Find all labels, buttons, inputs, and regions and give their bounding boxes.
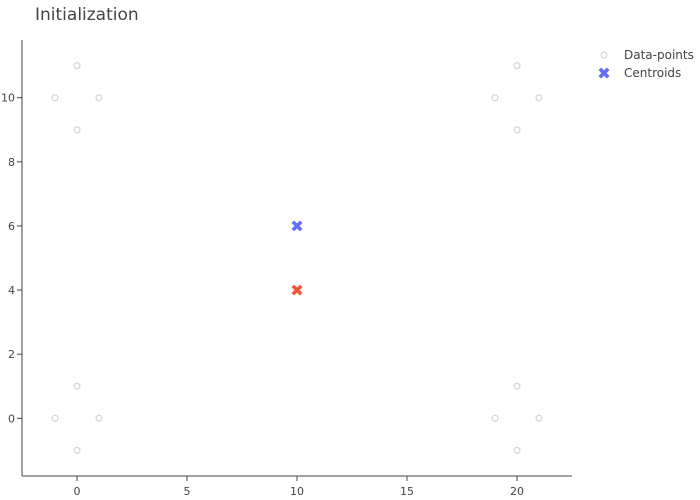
y-tick-label: 6 — [8, 220, 15, 233]
data-point[interactable] — [73, 382, 81, 390]
data-point[interactable] — [513, 446, 521, 454]
chart-title: Initialization — [35, 5, 139, 25]
data-point[interactable] — [95, 94, 103, 102]
plot-area: 0 5 10 15 20 0 2 4 6 8 10 — [1, 40, 572, 498]
centroid-marker[interactable] — [291, 284, 303, 296]
data-point[interactable] — [73, 446, 81, 454]
y-tick-label: 4 — [8, 284, 15, 297]
x-tick-label: 15 — [400, 485, 414, 498]
data-point[interactable] — [491, 414, 499, 422]
data-point[interactable] — [73, 126, 81, 134]
data-point[interactable] — [513, 382, 521, 390]
data-point[interactable] — [535, 94, 543, 102]
x-tick-label: 20 — [510, 485, 524, 498]
legend-item[interactable]: Centroids — [598, 66, 681, 80]
data-point[interactable] — [51, 94, 59, 102]
data-point[interactable] — [513, 62, 521, 70]
legend-circle-icon[interactable] — [600, 51, 608, 59]
legend[interactable]: Data-points Centroids — [598, 48, 694, 80]
centroid-marker[interactable] — [291, 220, 303, 232]
x-tick-label: 5 — [184, 485, 191, 498]
y-tick-label: 10 — [1, 92, 15, 105]
data-point[interactable] — [491, 94, 499, 102]
x-tick-label: 0 — [74, 485, 81, 498]
data-point[interactable] — [535, 414, 543, 422]
data-point[interactable] — [95, 414, 103, 422]
legend-x-icon[interactable] — [598, 67, 610, 79]
legend-label: Centroids — [624, 66, 681, 80]
data-point[interactable] — [513, 126, 521, 134]
legend-item[interactable]: Data-points — [600, 48, 694, 62]
data-point[interactable] — [73, 62, 81, 70]
y-tick-label: 8 — [8, 156, 15, 169]
x-tick-label: 10 — [290, 485, 304, 498]
y-tick-label: 0 — [8, 412, 15, 425]
y-tick-label: 2 — [8, 348, 15, 361]
legend-label: Data-points — [624, 48, 694, 62]
data-point[interactable] — [51, 414, 59, 422]
